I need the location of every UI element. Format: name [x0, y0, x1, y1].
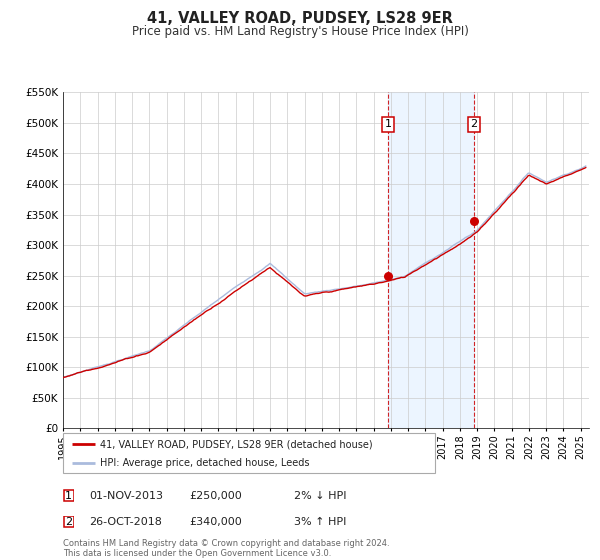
Text: 2: 2 [65, 517, 72, 527]
Point [469, 216, 479, 225]
Text: Price paid vs. HM Land Registry's House Price Index (HPI): Price paid vs. HM Land Registry's House … [131, 25, 469, 38]
Text: 1: 1 [65, 491, 72, 501]
Text: This data is licensed under the Open Government Licence v3.0.: This data is licensed under the Open Gov… [63, 549, 331, 558]
Text: 41, VALLEY ROAD, PUDSEY, LS28 9ER: 41, VALLEY ROAD, PUDSEY, LS28 9ER [147, 11, 453, 26]
Text: £340,000: £340,000 [189, 517, 242, 527]
FancyBboxPatch shape [63, 433, 435, 473]
Text: 1: 1 [385, 119, 391, 129]
Text: £250,000: £250,000 [189, 491, 242, 501]
Text: 01-NOV-2013: 01-NOV-2013 [89, 491, 163, 501]
FancyBboxPatch shape [64, 490, 74, 501]
Bar [388, 92, 474, 428]
Point [383, 271, 392, 280]
FancyBboxPatch shape [64, 516, 74, 528]
Text: 3% ↑ HPI: 3% ↑ HPI [294, 517, 346, 527]
Text: Contains HM Land Registry data © Crown copyright and database right 2024.: Contains HM Land Registry data © Crown c… [63, 539, 389, 548]
Text: 2: 2 [470, 119, 478, 129]
Text: 2% ↓ HPI: 2% ↓ HPI [294, 491, 347, 501]
Text: HPI: Average price, detached house, Leeds: HPI: Average price, detached house, Leed… [100, 458, 310, 468]
Text: 26-OCT-2018: 26-OCT-2018 [89, 517, 161, 527]
Text: 41, VALLEY ROAD, PUDSEY, LS28 9ER (detached house): 41, VALLEY ROAD, PUDSEY, LS28 9ER (detac… [100, 439, 373, 449]
